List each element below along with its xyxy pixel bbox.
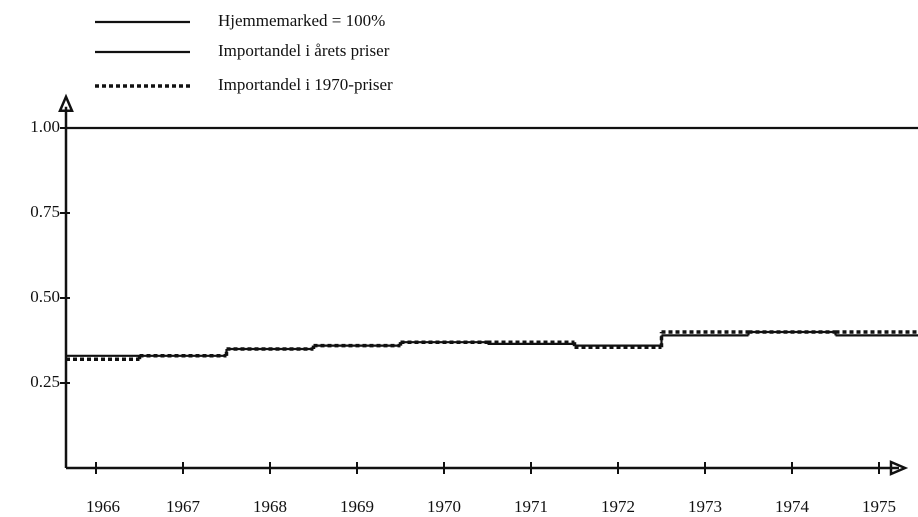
- x-axis-arrow: [889, 460, 909, 476]
- x-tick-label: 1975: [862, 497, 896, 516]
- y-tick-label: 0.25: [30, 372, 60, 391]
- x-tick-label: 1972: [601, 497, 635, 516]
- legend-label: Importandel i 1970-priser: [218, 75, 393, 94]
- y-axis-arrow: [58, 93, 74, 113]
- x-tick-label: 1968: [253, 497, 287, 516]
- x-tick-label: 1973: [688, 497, 722, 516]
- legend-label: Importandel i årets priser: [218, 41, 390, 60]
- x-tick-label: 1969: [340, 497, 374, 516]
- x-tick-label: 1967: [166, 497, 201, 516]
- x-tick-label: 1966: [86, 497, 120, 516]
- legend-label: Hjemmemarked = 100%: [218, 11, 385, 30]
- x-tick-label: 1970: [427, 497, 461, 516]
- x-tick-label: 1974: [775, 497, 810, 516]
- x-tick-label: 1971: [514, 497, 548, 516]
- y-tick-label: 0.75: [30, 202, 60, 221]
- y-tick-label: 1.00: [30, 117, 60, 136]
- y-tick-label: 0.50: [30, 287, 60, 306]
